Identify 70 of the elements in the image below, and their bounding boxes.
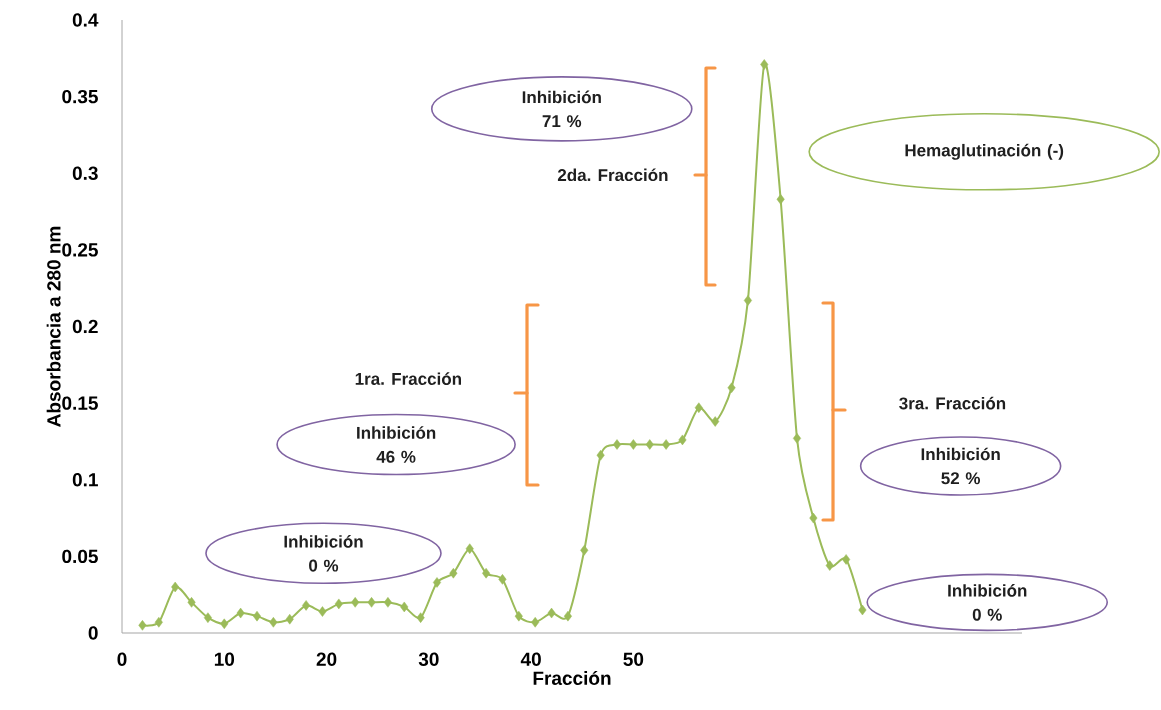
point bbox=[302, 600, 311, 611]
y-tick-label: 0 bbox=[88, 626, 98, 640]
annotation: 3ra. Fracción bbox=[899, 396, 1006, 410]
annotation: Inhibición 0 % bbox=[948, 584, 1027, 621]
point bbox=[711, 416, 720, 427]
x-tick-label: 30 bbox=[418, 652, 439, 667]
y-tick-label: 0.05 bbox=[62, 549, 98, 564]
annotation: Inhibición 46 % bbox=[357, 426, 436, 463]
point bbox=[596, 449, 605, 461]
point bbox=[367, 597, 376, 608]
point bbox=[727, 382, 736, 394]
point bbox=[433, 577, 441, 588]
point bbox=[662, 439, 671, 450]
y-tick-label: 0.25 bbox=[62, 243, 98, 257]
y-tick-label: 0.3 bbox=[72, 166, 98, 180]
point bbox=[547, 607, 556, 619]
point bbox=[613, 439, 621, 450]
point bbox=[776, 194, 785, 205]
point bbox=[482, 567, 491, 579]
point bbox=[842, 554, 851, 565]
point bbox=[694, 402, 703, 413]
point bbox=[171, 581, 180, 593]
x-axis-title: Fracción bbox=[533, 670, 611, 685]
point bbox=[154, 617, 163, 628]
point bbox=[416, 612, 425, 623]
point bbox=[334, 598, 343, 610]
annotation: Inhibición 0 % bbox=[284, 534, 363, 572]
point bbox=[809, 512, 818, 524]
point bbox=[629, 439, 638, 450]
annotation: 2da. Fracción bbox=[557, 168, 668, 182]
point bbox=[220, 618, 229, 630]
point bbox=[138, 620, 147, 631]
point bbox=[498, 574, 507, 585]
point bbox=[351, 597, 360, 608]
y-tick-label: 0.2 bbox=[72, 319, 98, 334]
point bbox=[580, 545, 589, 556]
point bbox=[269, 617, 278, 628]
point bbox=[743, 295, 752, 306]
point bbox=[645, 439, 654, 450]
point bbox=[236, 607, 245, 619]
annotation: Hemaglutinación (-) bbox=[905, 143, 1064, 160]
x-tick-label: 0 bbox=[117, 652, 127, 666]
x-tick-label: 40 bbox=[520, 652, 541, 666]
point bbox=[285, 613, 294, 625]
point bbox=[465, 543, 474, 554]
annotation: Inhibición 52 % bbox=[921, 447, 1000, 485]
point bbox=[531, 617, 540, 628]
point bbox=[318, 606, 327, 617]
point bbox=[400, 601, 409, 613]
y-tick-label: 0.4 bbox=[72, 13, 99, 27]
annotation: Inhibición 71 % bbox=[522, 90, 601, 128]
y-axis-title: Absorbancia a 280 nm bbox=[46, 226, 61, 427]
point bbox=[825, 560, 834, 571]
x-tick-label: 10 bbox=[214, 652, 235, 666]
annotation: 1ra. Fracción bbox=[355, 372, 461, 385]
point bbox=[449, 567, 458, 579]
point bbox=[563, 610, 572, 622]
point bbox=[858, 604, 867, 616]
y-tick-label: 0.1 bbox=[72, 473, 98, 487]
point bbox=[760, 59, 769, 70]
y-tick-label: 0.15 bbox=[62, 396, 98, 410]
point bbox=[383, 597, 392, 608]
point bbox=[678, 434, 687, 446]
point bbox=[187, 597, 196, 608]
point bbox=[514, 610, 523, 622]
point bbox=[203, 612, 212, 623]
x-tick-label: 20 bbox=[316, 652, 337, 666]
y-tick-label: 0.35 bbox=[62, 89, 98, 104]
point bbox=[793, 433, 801, 444]
x-tick-label: 50 bbox=[623, 652, 644, 666]
